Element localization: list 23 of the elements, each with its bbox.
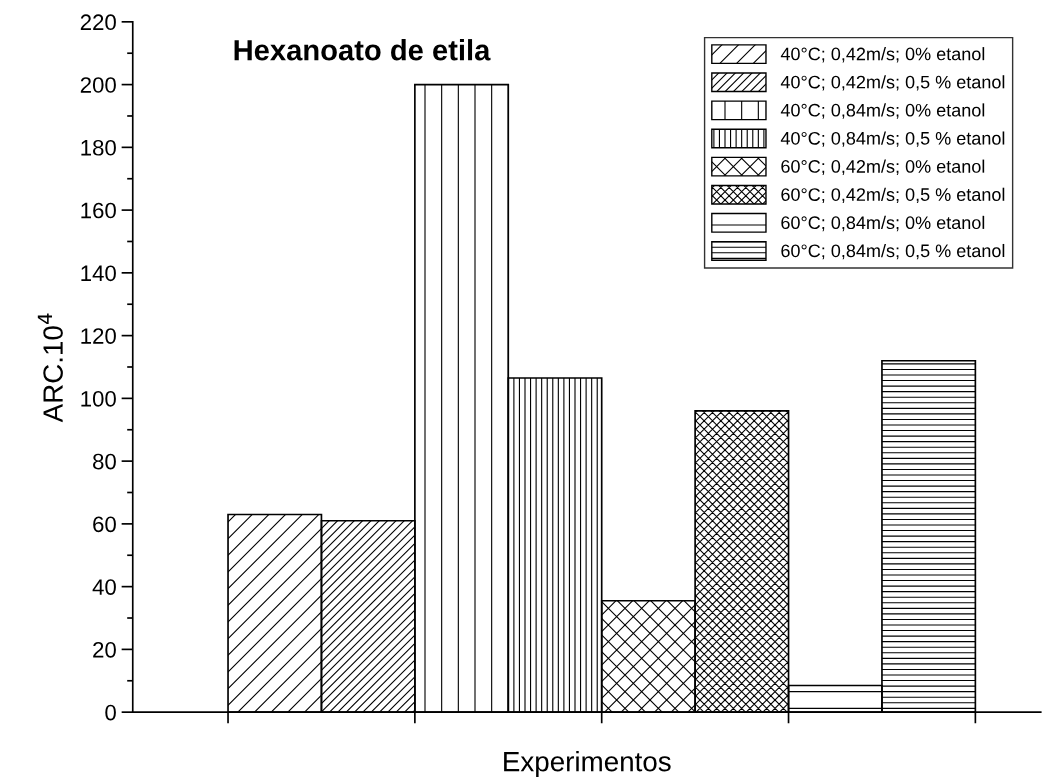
x-axis-title: Experimentos xyxy=(504,751,671,777)
y-tick-label: 200 xyxy=(80,77,116,93)
y-tick-label: 180 xyxy=(81,139,116,156)
y-tick-label: 60 xyxy=(93,516,116,533)
y-tick-label: 0 xyxy=(105,704,116,721)
legend-label: 40°C; 0,42m/s; 0% etanol xyxy=(780,47,985,63)
y-tick-label: 120 xyxy=(81,328,116,344)
legend-label: 60°C; 0,42m/s; 0% etanol xyxy=(781,159,985,175)
legend-label: 40°C; 0,84m/s; 0,5 % etanol xyxy=(780,131,1005,147)
y-tick-label: 220 xyxy=(80,14,116,31)
y-tick-label: 100 xyxy=(81,390,116,407)
legend-label: 60°C; 0,84m/s; 0,5 % etanol xyxy=(781,243,1005,260)
legend-label: 40°C; 0,84m/s; 0% etanol xyxy=(780,103,985,119)
y-tick-label: 20 xyxy=(93,641,116,658)
y-axis-title: ARC.10$^{4}$ xyxy=(37,313,63,423)
y-tick-label: 160 xyxy=(81,202,116,219)
y-tick-label: 40 xyxy=(92,579,116,595)
y-tick-label: 80 xyxy=(93,453,116,470)
legend-label: 40°C; 0,42m/s; 0,5 % etanol xyxy=(780,75,1005,91)
legend-label: 60°C; 0,84m/s; 0% etanol xyxy=(781,215,985,232)
legend-label: 60°C; 0,42m/s; 0,5 % etanol xyxy=(781,187,1005,204)
chart-title: Hexanoato de etila xyxy=(234,39,491,61)
y-tick-label: 140 xyxy=(81,265,116,282)
